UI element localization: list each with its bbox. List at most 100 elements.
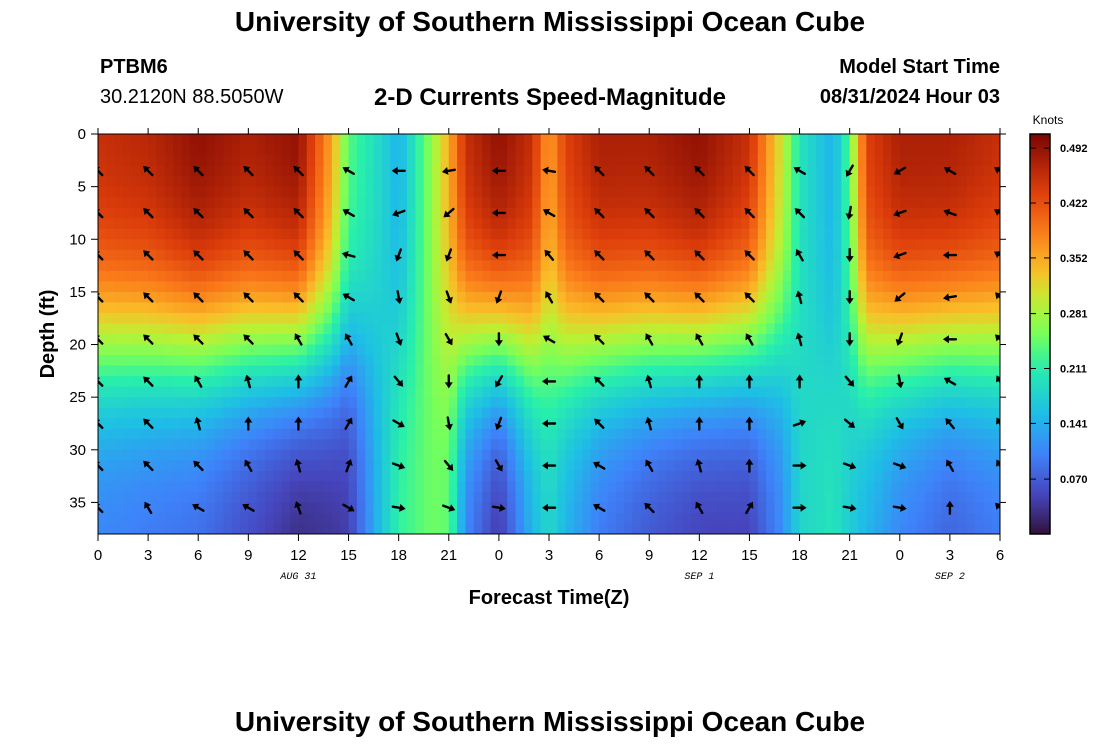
- heatmap-cell: [582, 197, 592, 209]
- heatmap-cell: [323, 460, 333, 472]
- heatmap-cell: [490, 428, 500, 440]
- heatmap-cell: [407, 481, 416, 493]
- heatmap-cell: [248, 449, 258, 461]
- heatmap-cell: [457, 481, 467, 493]
- heatmap-cell: [590, 144, 600, 156]
- heatmap-cell: [415, 428, 425, 440]
- heatmap-cell: [690, 512, 700, 525]
- current-arrow: [744, 292, 755, 303]
- heatmap-cell: [231, 186, 241, 198]
- heatmap-cell: [173, 207, 183, 219]
- heatmap-cell: [214, 260, 224, 272]
- heatmap-cell: [348, 334, 358, 346]
- heatmap-cell: [966, 291, 976, 304]
- current-arrow: [194, 416, 202, 431]
- heatmap-cell: [565, 249, 575, 261]
- heatmap-cell: [381, 344, 391, 356]
- heatmap-cell: [674, 186, 684, 198]
- heatmap-cell: [398, 218, 408, 230]
- current-arrow: [695, 458, 703, 473]
- heatmap-cell: [891, 439, 901, 451]
- heatmap-cell: [607, 155, 617, 167]
- heatmap-cell: [123, 523, 133, 534]
- heatmap-cell: [273, 270, 283, 282]
- heatmap-cell: [198, 397, 208, 409]
- heatmap-cell: [348, 186, 358, 198]
- heatmap-cell: [306, 239, 316, 251]
- heatmap-cell: [398, 386, 408, 398]
- heatmap-cell: [139, 428, 149, 440]
- heatmap-cell: [615, 249, 625, 261]
- heatmap-cell: [741, 228, 751, 240]
- heatmap-cell: [473, 134, 483, 146]
- heatmap-cell: [565, 523, 575, 534]
- heatmap-cell: [732, 334, 742, 346]
- current-arrow: [745, 501, 754, 515]
- heatmap-cell: [766, 523, 776, 534]
- heatmap-cell: [164, 439, 174, 451]
- heatmap-cell: [991, 502, 1000, 514]
- heatmap-cell: [473, 176, 483, 188]
- heatmap-cell: [899, 281, 909, 293]
- heatmap-cell: [189, 365, 199, 377]
- heatmap-cell: [916, 449, 926, 461]
- heatmap-cell: [557, 291, 567, 304]
- heatmap-cell: [632, 407, 642, 419]
- heatmap-cell: [891, 418, 901, 430]
- heatmap-cell: [699, 355, 709, 367]
- heatmap-cell: [139, 523, 149, 534]
- heatmap-cell: [649, 502, 659, 514]
- current-arrow: [895, 332, 904, 346]
- heatmap-cell: [933, 144, 943, 156]
- heatmap-cell: [649, 397, 659, 409]
- heatmap-cell: [181, 291, 191, 304]
- heatmap-cell: [858, 197, 867, 209]
- heatmap-cell: [390, 270, 400, 282]
- heatmap-cell: [465, 428, 475, 440]
- heatmap-cell: [106, 291, 116, 304]
- heatmap-cell: [807, 523, 817, 534]
- heatmap-cell: [657, 449, 667, 461]
- heatmap-cell: [407, 355, 416, 367]
- heatmap-cell: [807, 386, 817, 398]
- heatmap-cell: [148, 218, 158, 230]
- heatmap-cell: [331, 502, 341, 514]
- heatmap-cell: [265, 365, 274, 377]
- heatmap-cell: [106, 207, 116, 219]
- heatmap-cell: [657, 470, 667, 482]
- heatmap-cell: [298, 281, 308, 293]
- heatmap-cell: [231, 502, 241, 514]
- colorbar-tick-label: 0.211: [1060, 364, 1087, 376]
- heatmap-cell: [657, 460, 667, 472]
- heatmap-cell: [407, 407, 416, 419]
- heatmap-cell: [381, 291, 391, 304]
- heatmap-cell: [807, 197, 817, 209]
- heatmap-cell: [599, 228, 609, 240]
- heatmap-cell: [632, 439, 642, 451]
- heatmap-cell: [156, 491, 166, 504]
- heatmap-cell: [891, 239, 901, 251]
- heatmap-cell: [156, 218, 166, 230]
- heatmap-cell: [173, 155, 183, 167]
- heatmap-cell: [724, 228, 734, 240]
- heatmap-cell: [682, 207, 692, 219]
- current-arrow: [745, 374, 754, 389]
- heatmap-cell: [248, 439, 258, 451]
- heatmap-cell: [782, 249, 792, 261]
- heatmap-cell: [490, 460, 500, 472]
- heatmap-cell: [490, 365, 500, 377]
- heatmap-cell: [223, 491, 233, 504]
- current-arrow: [694, 165, 705, 177]
- heatmap-cell: [841, 260, 851, 272]
- heatmap-cell: [599, 144, 609, 156]
- heatmap-cell: [874, 218, 884, 230]
- heatmap-cell: [173, 512, 183, 525]
- heatmap-cell: [916, 407, 926, 419]
- current-arrow: [794, 207, 806, 219]
- heatmap-cell: [983, 260, 993, 272]
- heatmap-cell: [482, 449, 492, 461]
- heatmap-cell: [515, 439, 525, 451]
- heatmap-cell: [473, 376, 483, 388]
- heatmap-cell: [239, 386, 249, 398]
- heatmap-cell: [916, 460, 926, 472]
